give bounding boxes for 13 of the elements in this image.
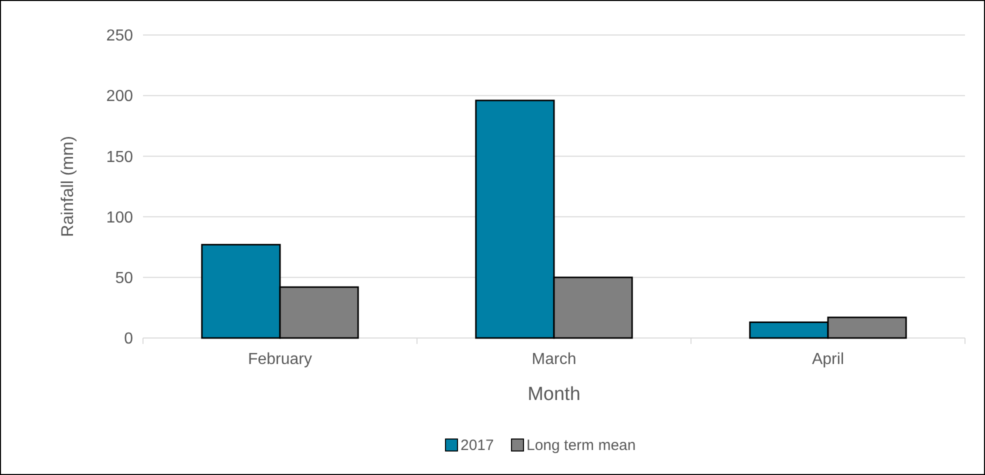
y-tick-label: 100 — [106, 209, 134, 226]
y-tick-label: 50 — [115, 270, 134, 287]
y-tick-label: 250 — [106, 28, 134, 45]
x-tick-label: March — [532, 351, 576, 368]
y-tick-label: 200 — [106, 88, 134, 106]
x-axis-title: Month — [528, 384, 580, 405]
x-tick-label: April — [812, 351, 844, 368]
legend-label: Long term mean — [526, 437, 636, 454]
y-tick-label: 150 — [106, 148, 134, 166]
legend-label: 2017 — [460, 437, 494, 454]
y-tick-label: 0 — [124, 330, 134, 348]
x-tick-label: February — [248, 351, 312, 368]
y-axis-title: Rainfall (mm) — [58, 136, 77, 238]
